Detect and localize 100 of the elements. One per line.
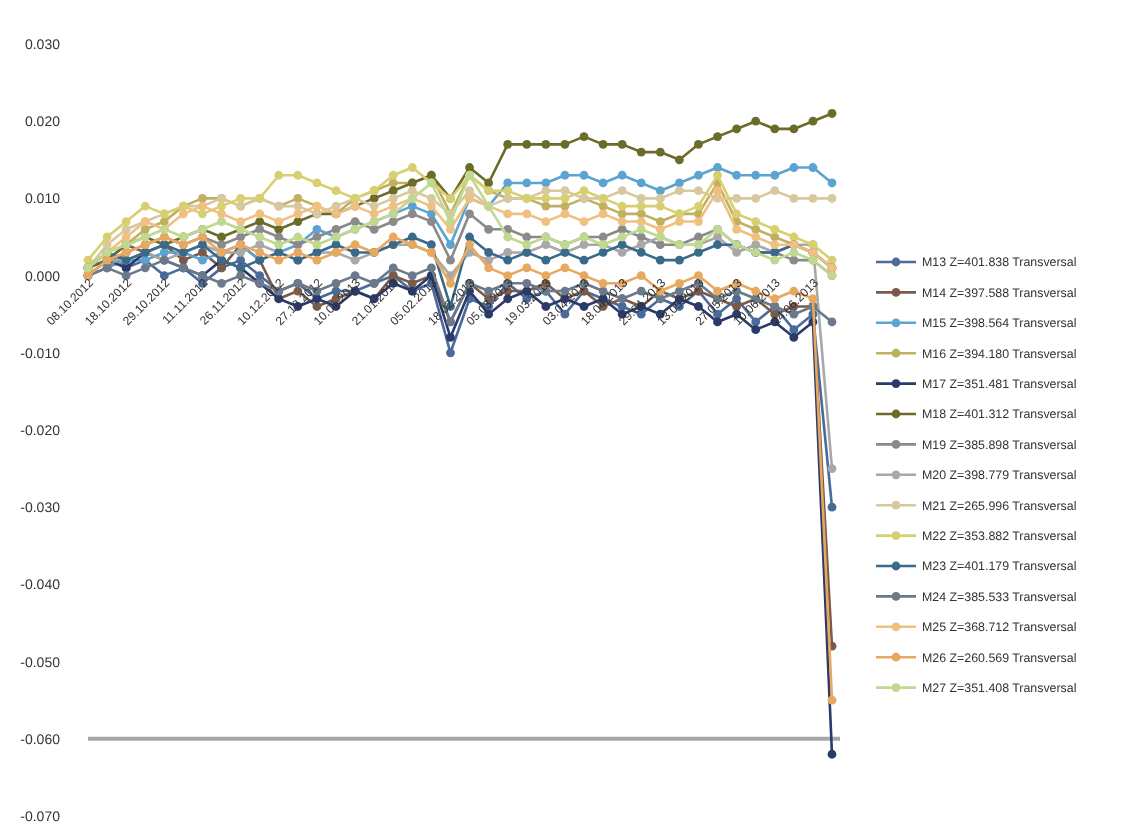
point [522, 232, 532, 242]
point [732, 209, 742, 219]
point [426, 263, 436, 273]
point [655, 240, 665, 250]
point [255, 224, 265, 234]
point [198, 255, 207, 265]
point [541, 139, 551, 149]
point [598, 209, 608, 219]
point [636, 248, 646, 257]
point [236, 232, 246, 242]
point [236, 217, 246, 226]
point [694, 186, 703, 196]
point [789, 163, 799, 172]
point [407, 232, 417, 242]
point [274, 232, 284, 242]
point [274, 255, 284, 265]
point [369, 201, 379, 211]
point [617, 217, 627, 226]
point [770, 170, 780, 180]
point [770, 240, 780, 250]
point [484, 178, 494, 188]
point [751, 170, 761, 180]
point [541, 255, 551, 265]
point [236, 255, 246, 265]
point [293, 232, 303, 242]
point [827, 255, 837, 265]
point [694, 217, 703, 226]
point [713, 232, 722, 242]
point [827, 178, 837, 188]
point [255, 209, 265, 219]
point [446, 224, 455, 234]
point [255, 232, 265, 242]
point [751, 217, 761, 226]
point [198, 209, 207, 219]
point [255, 248, 265, 257]
point [426, 194, 436, 203]
point [140, 263, 150, 273]
point [732, 124, 742, 134]
point [503, 255, 513, 265]
point [674, 155, 684, 165]
point [484, 224, 494, 234]
point [674, 255, 684, 265]
point [293, 194, 303, 203]
point [655, 201, 665, 211]
point [827, 695, 837, 705]
point [560, 263, 570, 273]
point [598, 178, 608, 188]
point [350, 248, 360, 257]
point [617, 170, 627, 180]
point [541, 194, 551, 203]
point [293, 201, 303, 211]
point [388, 201, 398, 211]
point [407, 209, 417, 219]
point [827, 317, 837, 327]
point [789, 325, 799, 335]
point [446, 255, 455, 265]
point [331, 224, 341, 234]
point [579, 255, 589, 265]
point [789, 248, 799, 257]
point [503, 139, 513, 149]
point [827, 109, 837, 118]
point [198, 248, 207, 257]
point [274, 240, 284, 250]
point [655, 147, 665, 157]
point [598, 248, 608, 257]
point [808, 116, 818, 126]
point [617, 186, 627, 196]
point [770, 124, 780, 134]
point [732, 170, 742, 180]
point [312, 224, 322, 234]
point [789, 124, 799, 134]
point [579, 132, 589, 142]
point [350, 240, 360, 250]
point [446, 332, 455, 342]
point [655, 217, 665, 226]
point [426, 217, 436, 226]
point [522, 209, 532, 219]
point [560, 170, 570, 180]
point [617, 139, 627, 149]
point [751, 325, 761, 335]
point [789, 194, 799, 203]
point [236, 194, 246, 203]
point [274, 217, 284, 226]
point [350, 217, 360, 226]
point [407, 163, 417, 172]
point [541, 240, 551, 250]
point [713, 170, 722, 180]
point [751, 232, 761, 242]
point [808, 194, 818, 203]
point [674, 217, 684, 226]
point [388, 217, 398, 226]
point [388, 263, 398, 273]
point [617, 201, 627, 211]
point [121, 217, 131, 226]
point [388, 178, 398, 188]
point [522, 139, 532, 149]
point [636, 201, 646, 211]
point [178, 209, 188, 219]
point [178, 255, 188, 265]
point [674, 178, 684, 188]
